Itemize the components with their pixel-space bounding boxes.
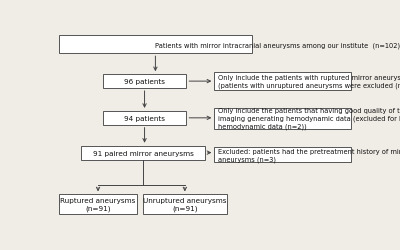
FancyBboxPatch shape	[214, 73, 351, 91]
FancyBboxPatch shape	[103, 75, 186, 89]
FancyBboxPatch shape	[214, 148, 351, 163]
Text: Only include the patients with ruptured mirror aneurysms
(patients with unruptur: Only include the patients with ruptured …	[218, 75, 400, 89]
Text: 94 patients: 94 patients	[124, 115, 165, 121]
Text: Excluded: patients had the pretreatment history of mirror
aneurysms (n=3): Excluded: patients had the pretreatment …	[218, 148, 400, 162]
Text: 96 patients: 96 patients	[124, 79, 165, 85]
FancyBboxPatch shape	[81, 146, 205, 160]
FancyBboxPatch shape	[143, 194, 227, 214]
FancyBboxPatch shape	[59, 194, 137, 214]
FancyBboxPatch shape	[214, 108, 351, 129]
Text: Ruptured aneurysms
(n=91): Ruptured aneurysms (n=91)	[60, 197, 136, 211]
Text: Patients with mirror intracranial aneurysms among our institute  (n=102): Patients with mirror intracranial aneury…	[155, 42, 400, 48]
FancyBboxPatch shape	[59, 36, 252, 54]
Text: 91 paired mirror aneurysms: 91 paired mirror aneurysms	[92, 150, 194, 156]
Text: Unruptured aneurysms
(n=91): Unruptured aneurysms (n=91)	[143, 197, 226, 211]
FancyBboxPatch shape	[103, 112, 186, 125]
Text: Only include the patients that having good quality of the
imaging generating hem: Only include the patients that having go…	[218, 108, 400, 130]
